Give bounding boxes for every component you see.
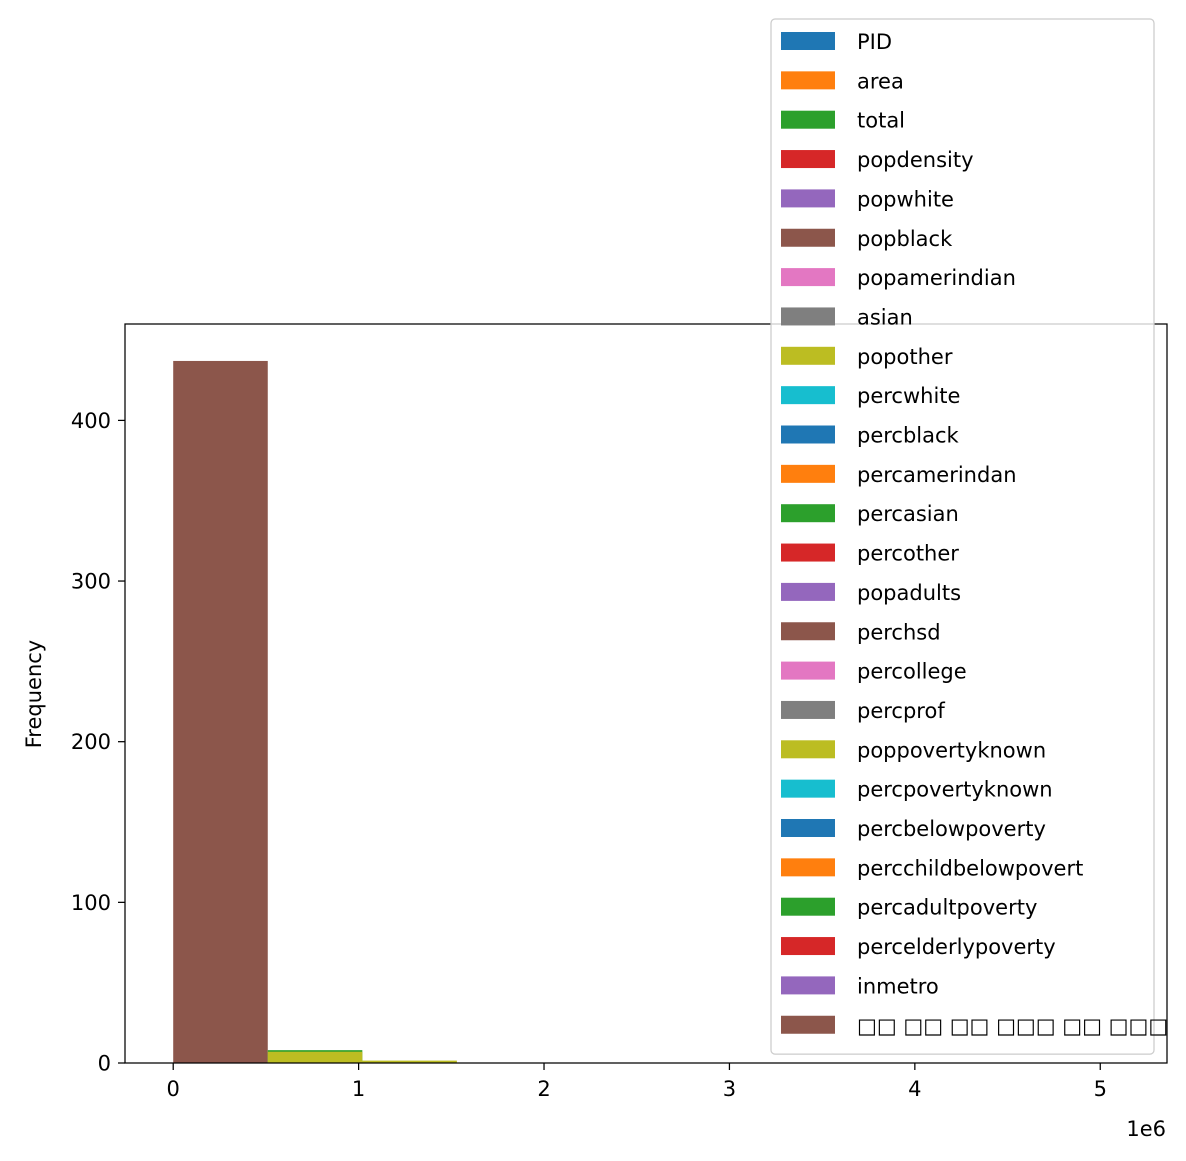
legend-label-10: percblack [857, 424, 960, 448]
y-axis-ticks: 0 100 200 300 400 [71, 409, 125, 1076]
x-axis-ticks: 0 1 2 3 4 5 [167, 1063, 1107, 1101]
legend-swatch-7 [781, 307, 835, 326]
legend-label-6: popamerindian [857, 266, 1016, 290]
y-axis-label: Frequency [22, 640, 46, 749]
legend-swatch-1 [781, 71, 835, 90]
legend-label-9: percwhite [857, 384, 960, 408]
legend-swatch-18 [781, 740, 835, 759]
legend-swatch-3 [781, 150, 835, 169]
legend-swatch-8 [781, 346, 835, 365]
x-tick-label-1: 1 [352, 1077, 365, 1101]
bars-layer [173, 360, 457, 1063]
histogram-bar-3 [362, 1060, 457, 1063]
legend-swatch-2 [781, 110, 835, 129]
x-tick-label-5: 5 [1094, 1077, 1107, 1101]
legend-swatch-9 [781, 386, 835, 405]
legend-swatch-10 [781, 425, 835, 444]
legend-swatch-22 [781, 897, 835, 916]
legend-label-15: perchsd [857, 620, 941, 644]
legend-swatch-14 [781, 582, 835, 601]
axes-frame [124, 323, 1168, 1064]
legend-label-12: percasian [857, 502, 959, 526]
legend: PID area total popdensity popwhite popblack po… [770, 18, 1168, 1055]
legend-swatch-4 [781, 189, 835, 208]
legend-swatch-13 [781, 543, 835, 562]
legend-label-7: asian [857, 305, 913, 329]
y-tick-label-1: 100 [71, 891, 111, 915]
legend-swatch-6 [781, 268, 835, 287]
x-axis-offset-label: 1e6 [1126, 1117, 1166, 1141]
x-tick-label-3: 3 [723, 1077, 736, 1101]
legend-swatch-19 [781, 779, 835, 798]
legend-label-25: □□ □□ □□ □□□ □□ □□□ [857, 1014, 1168, 1038]
x-tick-label-0: 0 [167, 1077, 180, 1101]
histogram-bar-2 [267, 1051, 363, 1063]
legend-label-18: poppovertyknown [857, 738, 1046, 762]
legend-label-4: popwhite [857, 187, 954, 211]
legend-swatch-21 [781, 858, 835, 877]
legend-label-3: popdensity [857, 148, 974, 172]
legend-swatch-15 [781, 622, 835, 641]
legend-swatch-25 [781, 1015, 835, 1034]
legend-label-21: percchildbelowpovert [857, 856, 1083, 880]
legend-box [770, 18, 1155, 1055]
legend-swatch-17 [781, 700, 835, 719]
y-tick-label-3: 300 [71, 570, 111, 594]
y-tick-label-4: 400 [71, 409, 111, 433]
legend-label-13: percother [857, 542, 959, 566]
legend-swatch-16 [781, 661, 835, 680]
y-tick-label-2: 200 [71, 730, 111, 754]
legend-swatch-0 [781, 32, 835, 50]
legend-label-23: percelderlypoverty [857, 935, 1056, 959]
legend-label-19: percpovertyknown [857, 778, 1053, 802]
legend-label-1: area [857, 69, 904, 93]
legend-label-24: inmetro [857, 974, 939, 998]
x-tick-label-4: 4 [908, 1077, 921, 1101]
legend-label-11: percamerindan [857, 463, 1017, 487]
x-tick-label-2: 2 [537, 1077, 550, 1101]
legend-label-17: percprof [857, 699, 945, 723]
legend-label-14: popadults [857, 581, 961, 605]
legend-label-5: popblack [857, 227, 953, 251]
histogram-bar-0 [173, 360, 268, 1063]
legend-swatch-24 [781, 976, 835, 995]
legend-swatch-5 [781, 228, 835, 247]
legend-label-8: popother [857, 345, 953, 369]
legend-swatch-20 [781, 819, 835, 837]
legend-label-16: percollege [857, 660, 967, 684]
legend-label-2: total [857, 109, 905, 133]
legend-swatch-11 [781, 464, 835, 483]
y-tick-label-0: 0 [98, 1052, 111, 1076]
legend-label-0: PID [857, 30, 892, 54]
legend-swatch-23 [781, 937, 835, 956]
legend-label-22: percadultpoverty [857, 896, 1037, 920]
legend-label-20: percbelowpoverty [857, 817, 1046, 841]
legend-swatch-12 [781, 504, 835, 523]
